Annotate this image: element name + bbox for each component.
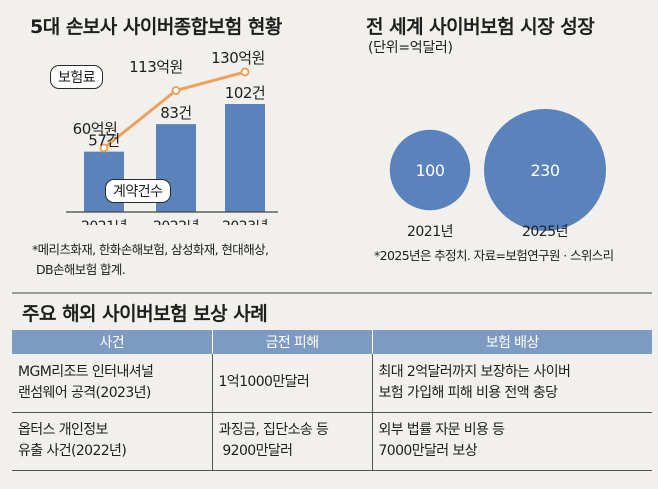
premium-label: 60억원 <box>73 120 118 138</box>
contract-bar-label: 102건 <box>225 84 265 102</box>
premium-label: 113억원 <box>129 58 183 76</box>
header-damage: 금전 피해 <box>211 330 372 354</box>
premium-point <box>99 143 109 153</box>
payout-cell: 외부 법률 자문 비용 등 7000만달러 보상 <box>371 412 652 471</box>
premium-point <box>240 67 250 77</box>
table-row: MGM리조트 인터내셔널 랜섬웨어 공격(2023년) 1억1000만달러 최대… <box>12 354 652 413</box>
damage-line-1: 과징금, 집단소송 등 <box>218 422 329 438</box>
premium-legend: 보험료 <box>50 65 104 89</box>
x-tick-label: 2022년 <box>153 219 199 225</box>
section-divider <box>12 292 652 294</box>
damage-cell: 1억1000만달러 <box>211 354 372 413</box>
left-footnote-1: *메리츠화재, 한화손해보험, 삼성화재, 현대해상, <box>32 242 269 257</box>
right-footnote: *2025년은 추정치. 자료=보험연구원 · 스위스리 <box>374 248 614 263</box>
cases-title: 주요 해외 사이버보험 보상 사례 <box>22 303 268 325</box>
table-row: 옵터스 개인정보 유출 사건(2022년) 과징금, 집단소송 등 9200만달… <box>12 412 652 471</box>
event-cell: 옵터스 개인정보 유출 사건(2022년) <box>12 412 212 471</box>
x-tick-label: 2021년 <box>407 224 453 240</box>
x-tick-label: 2025년 <box>522 224 568 240</box>
right-chart-unit: (단위=억달러) <box>368 40 453 56</box>
x-tick-label: 2023년 <box>222 219 268 225</box>
event-line-1: MGM리조트 인터내셔널 <box>18 363 154 380</box>
x-tick-label: 2021년 <box>81 219 127 225</box>
header-payout: 보험 배상 <box>371 330 652 354</box>
payout-cell: 최대 2억달러까지 보장하는 사이버 보험 가입해 피해 비용 전액 충당 <box>371 354 652 413</box>
market-bubble <box>389 129 471 211</box>
contracts-legend: 계약건수 <box>105 179 171 203</box>
payout-line-1: 외부 법률 자문 비용 등 <box>378 422 506 438</box>
table-header-row: 사건 금전 피해 보험 배상 <box>12 330 652 354</box>
payout-line-2: 7000만달러 보상 <box>378 443 478 459</box>
bubble-value-label: 100 <box>415 161 444 180</box>
header-event: 사건 <box>12 330 212 354</box>
event-cell: MGM리조트 인터내셔널 랜섬웨어 공격(2023년) <box>12 354 212 413</box>
damage-line-2: 9200만달러 <box>218 443 293 459</box>
event-line-2: 랜섬웨어 공격(2023년) <box>18 384 151 401</box>
damage-line-1: 1억1000만달러 <box>218 374 310 391</box>
cases-table: 사건 금전 피해 보험 배상 MGM리조트 인터내셔널 랜섬웨어 공격(2023… <box>12 330 652 471</box>
left-chart-title: 5대 손보사 사이버종합보험 현황 <box>30 16 282 38</box>
event-line-1: 옵터스 개인정보 <box>18 422 108 438</box>
market-bubble <box>484 109 606 231</box>
right-chart-svg: 100 2021년 230 2025년 <box>389 109 606 240</box>
payout-line-1: 최대 2억달러까지 보장하는 사이버 <box>378 363 571 380</box>
right-chart-title: 전 세계 사이버보험 시장 성장 <box>366 16 595 38</box>
damage-cell: 과징금, 집단소송 등 9200만달러 <box>211 412 372 471</box>
left-footnote-2: DB손해보험 합계. <box>36 262 126 277</box>
contract-bar-label: 57건 <box>88 132 119 150</box>
payout-line-2: 보험 가입해 피해 비용 전액 충당 <box>378 384 558 401</box>
event-line-2: 유출 사건(2022년) <box>18 443 127 459</box>
contract-bar-label: 83건 <box>160 104 191 122</box>
bubble-value-label: 230 <box>530 161 559 180</box>
premium-point <box>171 85 181 95</box>
contract-bar <box>225 104 265 212</box>
premium-label: 130억원 <box>211 49 265 67</box>
